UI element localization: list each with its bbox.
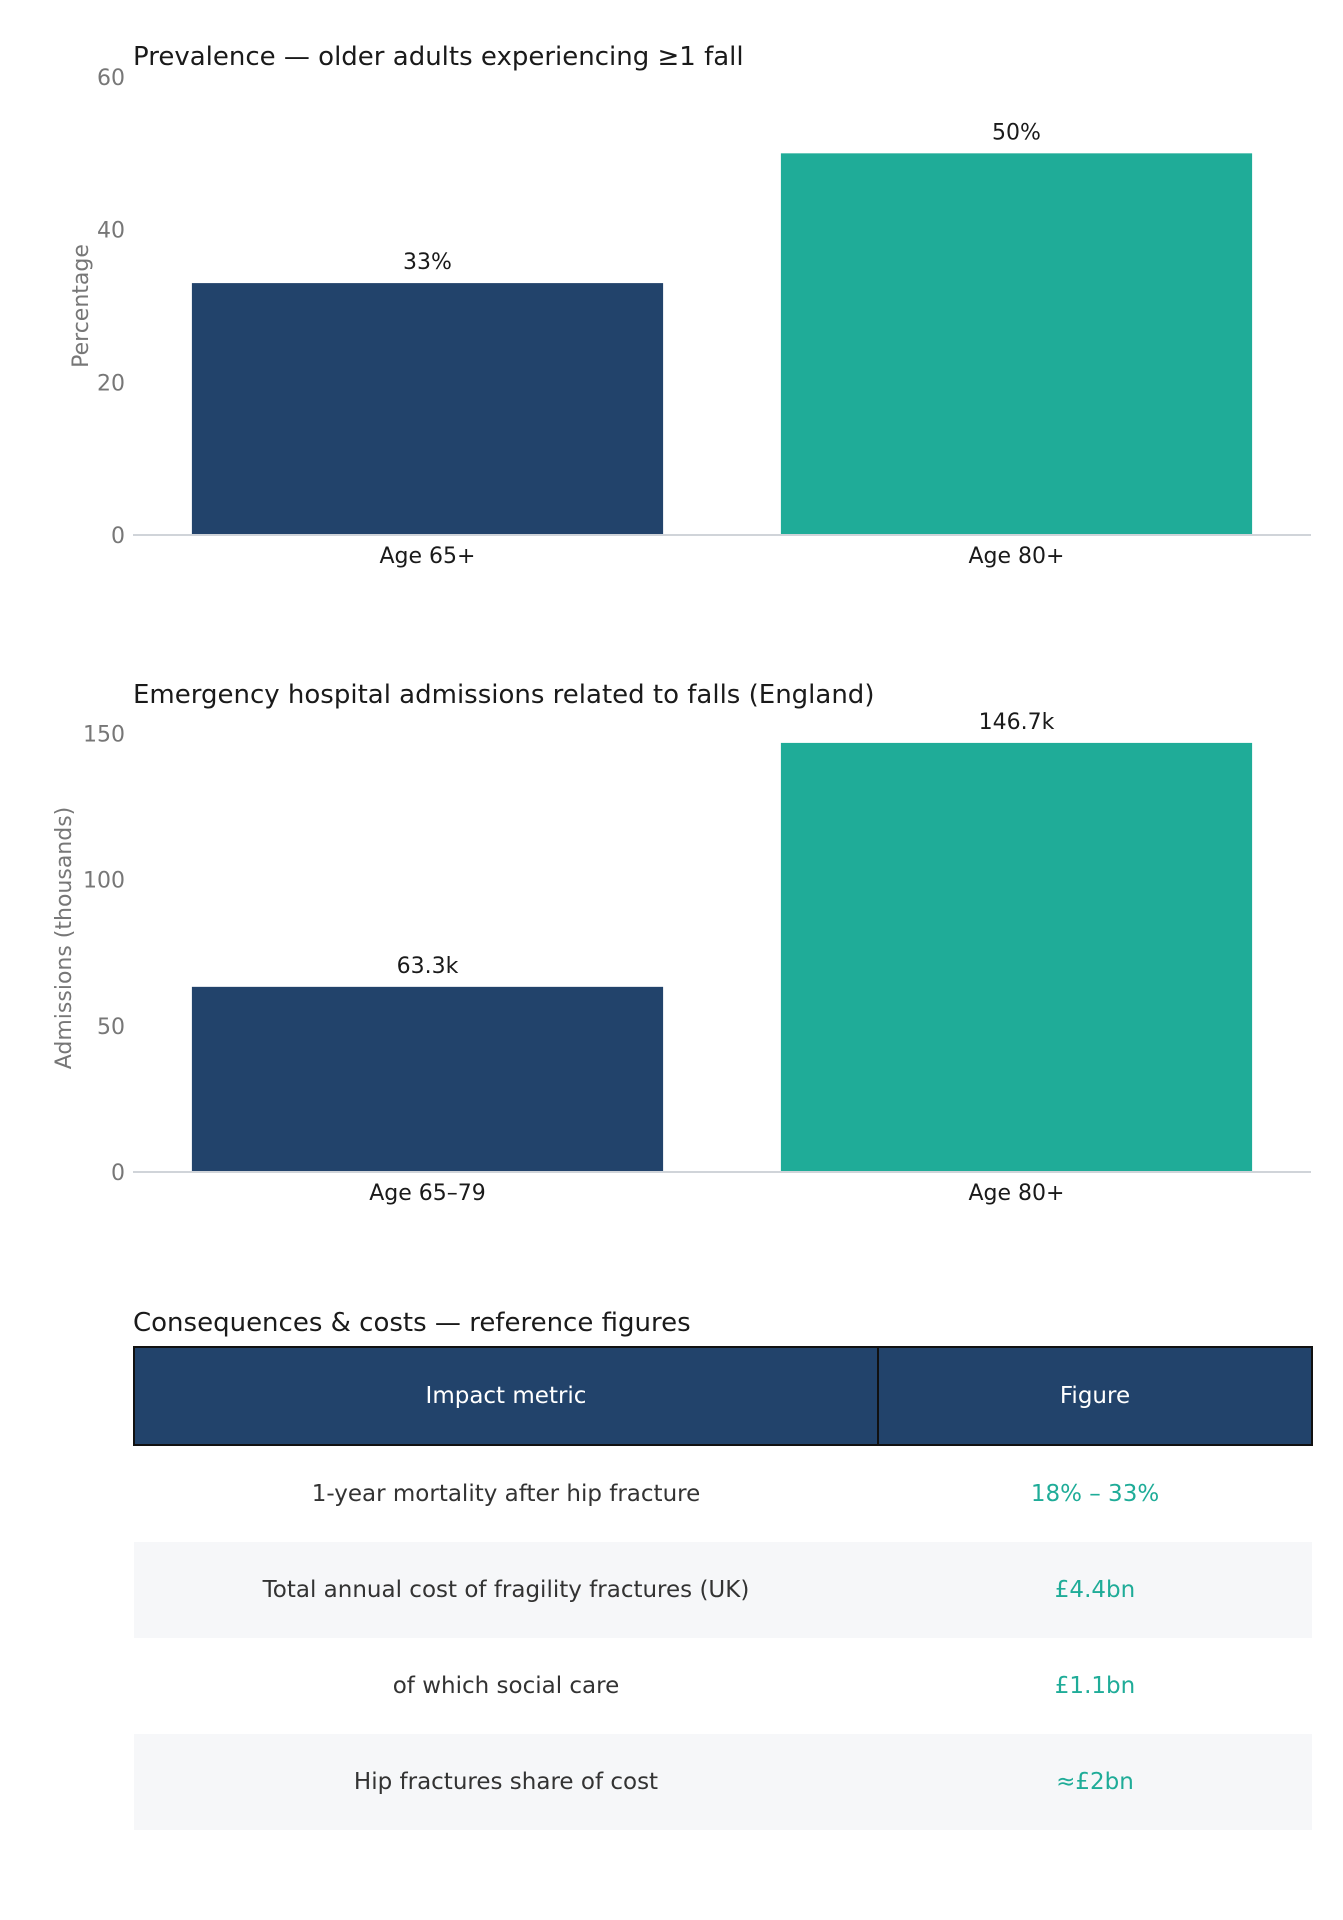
row-metric: 1-year mortality after hip fracture <box>311 1481 701 1507</box>
y-tick-label: 40 <box>97 219 125 244</box>
y-axis-label: Admissions (thousands) <box>52 807 77 1070</box>
y-tick-label: 20 <box>97 371 125 396</box>
x-tick-label: Age 80+ <box>969 1181 1065 1206</box>
row-metric: Total annual cost of fragility fractures… <box>134 1542 878 1638</box>
table-header-row: Impact metric Figure <box>133 1346 1313 1446</box>
row-metric: of which social care <box>392 1673 620 1699</box>
table-title: Consequences & costs — reference figures <box>133 1308 691 1338</box>
bar <box>780 742 1253 1172</box>
chart-title: Prevalence — older adults experiencing ≥… <box>133 42 744 72</box>
table-row: Total annual cost of fragility fractures… <box>134 1542 1312 1638</box>
bar-value-label: 33% <box>403 250 452 275</box>
x-tick-label: Age 80+ <box>969 544 1065 569</box>
table-row: of which social care £1.1bn <box>134 1638 1312 1734</box>
y-tick-label: 0 <box>111 524 125 549</box>
bar-value-label: 146.7k <box>979 710 1055 735</box>
y-tick-label: 50 <box>97 1015 125 1040</box>
bar-value-label: 50% <box>992 120 1041 145</box>
row-metric: Hip fractures share of cost <box>134 1734 878 1830</box>
header-impact-metric: Impact metric <box>133 1346 879 1446</box>
y-axis-label: Percentage <box>69 244 94 368</box>
chart-title: Emergency hospital admissions related to… <box>133 680 874 710</box>
prevalence-chart: Prevalence — older adults experiencing ≥… <box>69 42 1311 569</box>
row-value: £4.4bn <box>878 1542 1312 1638</box>
y-tick-label: 0 <box>111 1161 125 1186</box>
row-value: ≈£2bn <box>878 1734 1312 1830</box>
row-value: 18% – 33% <box>1030 1481 1160 1507</box>
x-tick-label: Age 65+ <box>380 544 476 569</box>
bar <box>191 283 664 535</box>
y-tick-label: 60 <box>97 66 125 91</box>
header-figure: Figure <box>877 1346 1313 1446</box>
costs-table: Impact metric Figure 1-year mortality af… <box>133 1346 1313 1830</box>
bar <box>191 986 664 1172</box>
y-tick-label: 150 <box>83 722 125 747</box>
table-row: 1-year mortality after hip fracture 18% … <box>134 1445 1312 1542</box>
costs-table-section: Consequences & costs — reference figures… <box>133 1300 1313 1830</box>
x-tick-label: Age 65–79 <box>369 1181 486 1206</box>
row-value: £1.1bn <box>1054 1673 1136 1699</box>
admissions-chart: Emergency hospital admissions related to… <box>52 680 1311 1206</box>
y-tick-label: 100 <box>83 869 125 894</box>
table-row: Hip fractures share of cost ≈£2bn <box>134 1734 1312 1830</box>
bar-value-label: 63.3k <box>397 954 459 979</box>
bar <box>780 153 1253 536</box>
